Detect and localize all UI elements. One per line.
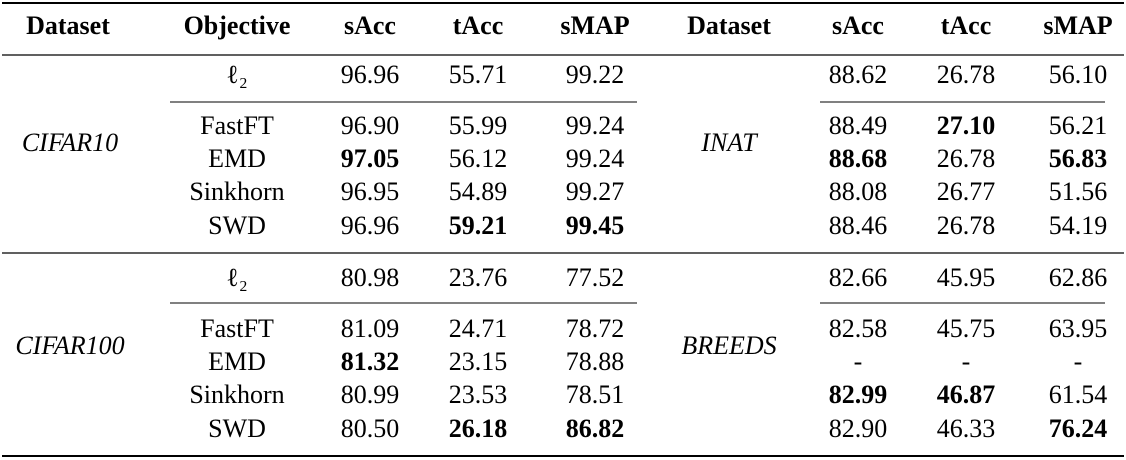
- cell: 81.32: [341, 347, 400, 376]
- cell: 26.78: [937, 211, 996, 240]
- cell: 63.95: [1049, 314, 1108, 343]
- cell: 55.99: [449, 111, 508, 140]
- dataset-label: CIFAR100: [15, 331, 124, 360]
- cell: 96.96: [341, 211, 400, 240]
- cell: 59.21: [449, 211, 508, 240]
- cell: 78.88: [566, 347, 625, 376]
- header-cell: Objective: [184, 11, 291, 40]
- cell: 23.53: [449, 380, 508, 409]
- objective: FastFT: [200, 314, 274, 343]
- cell: 96.96: [341, 60, 400, 89]
- objective: Sinkhorn: [189, 177, 284, 206]
- cell: 82.66: [829, 263, 888, 292]
- cell: 82.99: [829, 380, 888, 409]
- cell: 80.50: [341, 414, 400, 443]
- header-cell: sAcc: [344, 11, 396, 40]
- cell: 51.56: [1049, 177, 1108, 206]
- objective: Sinkhorn: [189, 380, 284, 409]
- cell: 23.15: [449, 347, 508, 376]
- cell: 96.95: [341, 177, 400, 206]
- cell: 82.90: [829, 414, 888, 443]
- cell: 88.46: [829, 211, 888, 240]
- cell: 76.24: [1049, 414, 1108, 443]
- header-cell: tAcc: [453, 11, 504, 40]
- objective: ℓ₂: [226, 60, 248, 89]
- cell: 86.82: [566, 414, 625, 443]
- cell: 88.68: [829, 144, 888, 173]
- objective: ℓ₂: [226, 263, 248, 292]
- cell: 26.77: [937, 177, 996, 206]
- cell: 24.71: [449, 314, 508, 343]
- cell: 82.58: [829, 314, 888, 343]
- cell: 45.95: [937, 263, 996, 292]
- dataset-label: BREEDS: [681, 331, 776, 360]
- cell: -: [962, 347, 971, 376]
- cell: 99.24: [566, 144, 625, 173]
- cell: 77.52: [566, 263, 625, 292]
- header-cell: Dataset: [26, 11, 110, 40]
- cell: 26.78: [937, 60, 996, 89]
- objective: FastFT: [200, 111, 274, 140]
- cell: 46.87: [937, 380, 996, 409]
- objective: EMD: [208, 144, 266, 173]
- cell: 54.89: [449, 177, 508, 206]
- dataset-label: CIFAR10: [22, 128, 118, 157]
- cell: 61.54: [1049, 380, 1108, 409]
- cell: 62.86: [1049, 263, 1108, 292]
- cell: 27.10: [937, 111, 996, 140]
- header-cell: Dataset: [687, 11, 771, 40]
- cell: 54.19: [1049, 211, 1108, 240]
- cell: 81.09: [341, 314, 400, 343]
- header-cell: sAcc: [832, 11, 884, 40]
- cell: 46.33: [937, 414, 996, 443]
- objective: EMD: [208, 347, 266, 376]
- cell: 99.22: [566, 60, 625, 89]
- cell: 78.51: [566, 380, 625, 409]
- cell: 88.62: [829, 60, 888, 89]
- cell: 26.78: [937, 144, 996, 173]
- objective: SWD: [208, 211, 266, 240]
- cell: 88.49: [829, 111, 888, 140]
- cell: 80.98: [341, 263, 400, 292]
- cell: 97.05: [341, 144, 400, 173]
- objective: SWD: [208, 414, 266, 443]
- header-cell: sMAP: [560, 11, 629, 40]
- cell: -: [1074, 347, 1083, 376]
- cell: 23.76: [449, 263, 508, 292]
- cell: 56.21: [1049, 111, 1108, 140]
- cell: 88.08: [829, 177, 888, 206]
- cell: 99.27: [566, 177, 625, 206]
- cell: 56.83: [1049, 144, 1108, 173]
- cell: 55.71: [449, 60, 508, 89]
- header-cell: tAcc: [941, 11, 992, 40]
- cell: 56.12: [449, 144, 508, 173]
- cell: 99.24: [566, 111, 625, 140]
- cell: 99.45: [566, 211, 625, 240]
- cell: 78.72: [566, 314, 625, 343]
- cell: 26.18: [449, 414, 508, 443]
- dataset-label: INAT: [700, 128, 758, 157]
- cell: 45.75: [937, 314, 996, 343]
- header-cell: sMAP: [1043, 11, 1112, 40]
- cell: -: [854, 347, 863, 376]
- cell: 80.99: [341, 380, 400, 409]
- cell: 96.90: [341, 111, 400, 140]
- cell: 56.10: [1049, 60, 1108, 89]
